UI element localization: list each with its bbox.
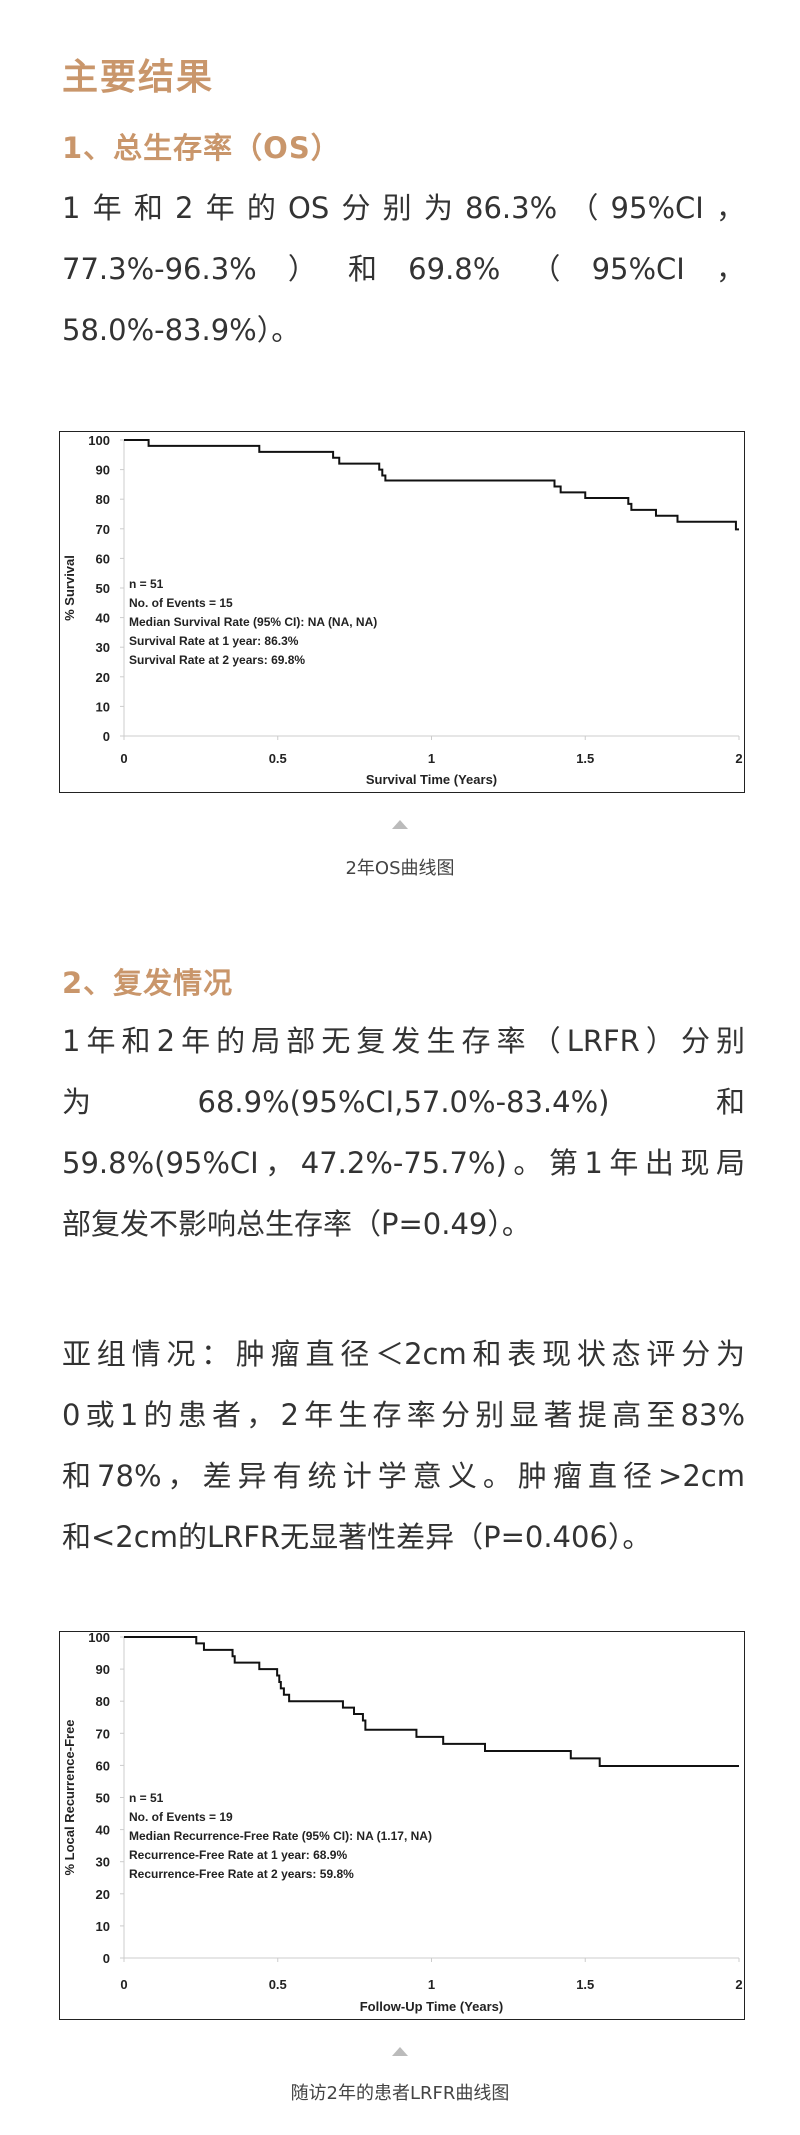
x-tick-label: 0.5: [269, 751, 287, 766]
annotation-text: No. of Events = 15: [129, 596, 233, 610]
y-tick-label: 100: [88, 433, 110, 448]
y-tick-label: 20: [96, 1887, 110, 1902]
x-tick-label: 2: [735, 751, 742, 766]
x-tick-label: 1.5: [576, 751, 594, 766]
annotation-text: Survival Rate at 1 year: 86.3%: [129, 634, 299, 648]
os-chart: 0 10 20 30 40 50 60 70 80 90 100 0 0.5 1 1.5 2 Survival …: [59, 431, 745, 793]
y-tick-label: 90: [96, 463, 110, 478]
y-axis-title: % Survival: [62, 555, 77, 621]
text-line: 和<2cm的LRFR无显著性差异（P=0.406）。: [62, 1520, 652, 1554]
annotation-text: Recurrence-Free Rate at 1 year: 68.9%: [129, 1848, 347, 1862]
y-tick-label: 10: [96, 699, 110, 714]
annotation-text: Median Recurrence-Free Rate (95% CI): NA…: [129, 1829, 432, 1843]
annotation-text: n = 51: [129, 577, 164, 591]
y-tick-label: 40: [96, 611, 110, 626]
lrfr-chart-caption: 随访2年的患者LRFR曲线图: [290, 2083, 510, 2104]
x-tick-label: 1.5: [576, 1977, 594, 1992]
y-tick-label: 80: [96, 1694, 110, 1709]
x-axis-title: Survival Time (Years): [366, 772, 497, 787]
text-line: 亚组情况：肿瘤直径＜2cm和表现状态评分为: [62, 1337, 745, 1371]
section-heading-recurrence: 2、复发情况: [62, 966, 234, 1000]
y-tick-label: 10: [96, 1919, 110, 1934]
text-line: 1年和2年的局部无复发生存率（LRFR）分别: [62, 1024, 745, 1058]
caret-up-icon: [392, 820, 408, 829]
y-tick-label: 20: [96, 670, 110, 685]
text-line: 和78%，差异有统计学意义。肿瘤直径>2cm: [62, 1459, 745, 1493]
y-tick-label: 70: [96, 1726, 110, 1741]
y-tick-label: 50: [96, 581, 110, 596]
page-title: 主要结果: [62, 56, 215, 98]
x-tick-label: 1: [428, 751, 435, 766]
text-line: 77.3%-96.3%）和69.8%（95%CI，: [62, 252, 745, 286]
x-tick-label: 0: [120, 751, 127, 766]
x-tick-label: 2: [735, 1977, 742, 1992]
text-line: 为68.9%(95%CI,57.0%-83.4%)和: [62, 1085, 745, 1119]
lrfr-chart: 0 10 20 30 40 50 60 70 80 90 100 0 0.5 1 1.5 2 Follow-Up…: [59, 1631, 745, 2020]
y-tick-label: 80: [96, 492, 110, 507]
x-tick-label: 1: [428, 1977, 435, 1992]
y-tick-label: 30: [96, 640, 110, 655]
os-chart-caption: 2年OS曲线图: [345, 858, 455, 879]
x-tick-label: 0: [120, 1977, 127, 1992]
os-paragraph: 1年和2年的OS分别为86.3%（95%CI， 77.3%-96.3%）和69.…: [62, 178, 745, 361]
annotation-text: Median Survival Rate (95% CI): NA (NA, N…: [129, 615, 377, 629]
y-tick-label: 50: [96, 1791, 110, 1806]
y-tick-label: 90: [96, 1662, 110, 1677]
x-tick-label: 0.5: [269, 1977, 287, 1992]
text-line: 1年和2年的OS分别为86.3%（95%CI，: [62, 191, 745, 225]
text-line: 0或1的患者，2年生存率分别显著提高至83%: [62, 1398, 745, 1432]
y-tick-label: 100: [88, 1632, 110, 1645]
km-curve: [124, 1636, 739, 1768]
os-chart-svg: 0 10 20 30 40 50 60 70 80 90 100 0 0.5 1 1.5 2 Survival …: [62, 433, 743, 787]
y-tick-label: 30: [96, 1855, 110, 1870]
y-tick-label: 0: [103, 729, 110, 744]
caret-up-icon: [392, 2047, 408, 2056]
text-line: 59.8%(95%CI，47.2%-75.7%)。第1年出现局: [62, 1146, 745, 1180]
text-line: 部复发不影响总生存率（P=0.49）。: [62, 1207, 531, 1241]
section-heading-os: 1、总生存率（OS）: [62, 131, 341, 165]
text-line: 58.0%-83.9%）。: [62, 313, 301, 347]
lrfr-chart-svg: 0 10 20 30 40 50 60 70 80 90 100 0 0.5 1 1.5 2 Follow-Up…: [62, 1632, 743, 2014]
recurrence-paragraph: 1年和2年的局部无复发生存率（LRFR）分别 为68.9%(95%CI,57.0…: [62, 1011, 745, 1255]
y-tick-label: 70: [96, 522, 110, 537]
y-tick-label: 60: [96, 551, 110, 566]
y-tick-label: 40: [96, 1823, 110, 1838]
subgroup-paragraph: 亚组情况：肿瘤直径＜2cm和表现状态评分为 0或1的患者，2年生存率分别显著提高…: [62, 1324, 745, 1568]
x-axis-title: Follow-Up Time (Years): [360, 1999, 504, 2014]
annotation-text: n = 51: [129, 1791, 164, 1805]
y-axis-title: % Local Recurrence-Free: [62, 1719, 77, 1875]
annotation-text: No. of Events = 19: [129, 1810, 233, 1824]
y-tick-label: 60: [96, 1758, 110, 1773]
km-curve: [124, 439, 739, 531]
annotation-text: Survival Rate at 2 years: 69.8%: [129, 653, 305, 667]
y-tick-label: 0: [103, 1951, 110, 1966]
annotation-text: Recurrence-Free Rate at 2 years: 59.8%: [129, 1867, 354, 1881]
